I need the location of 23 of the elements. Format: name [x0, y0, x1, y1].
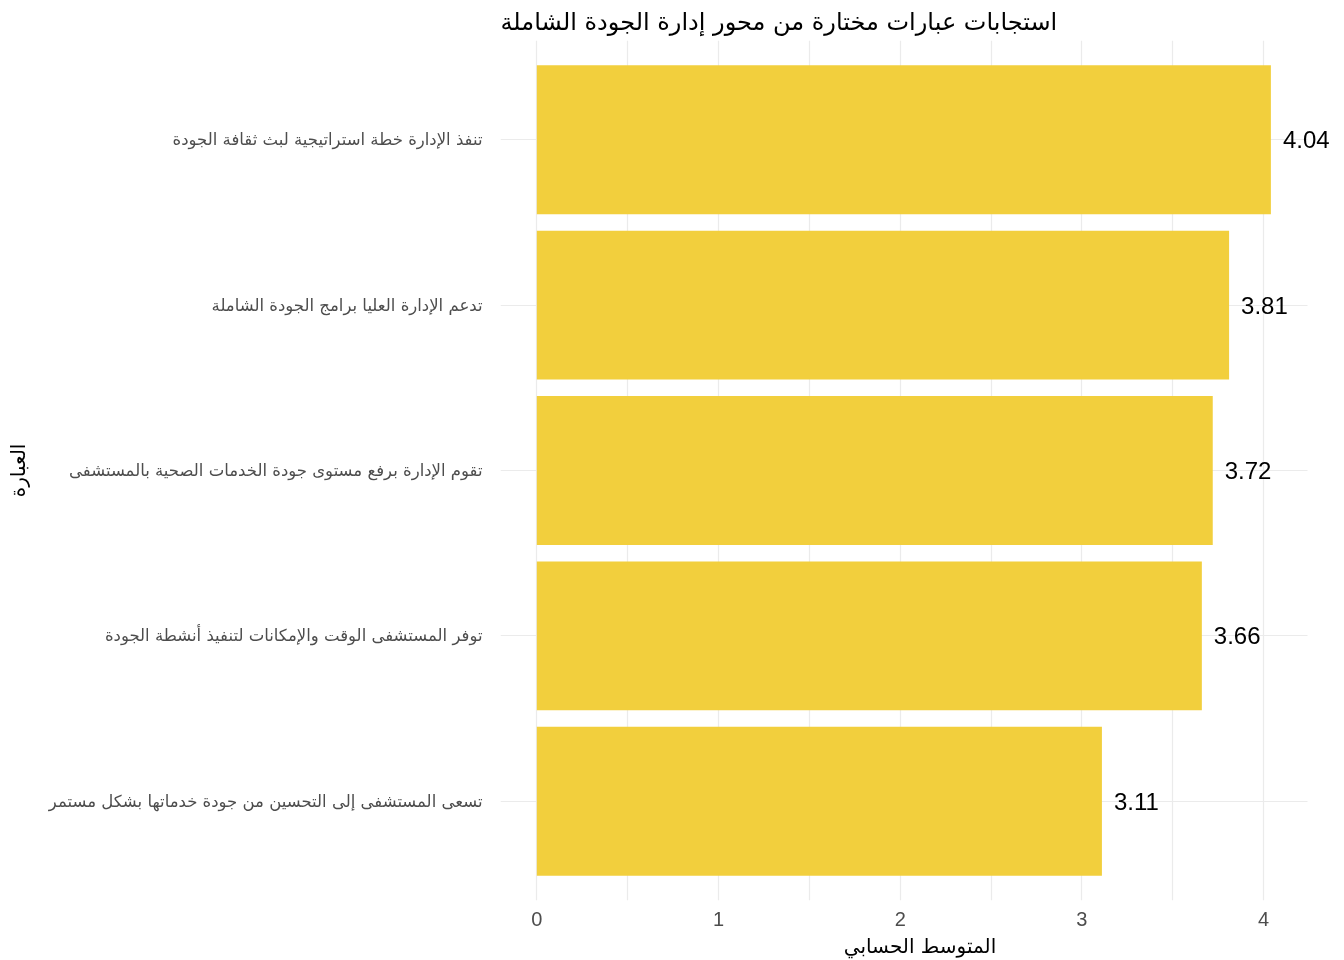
data-label: 3.11 — [1113, 787, 1159, 815]
y-tick-label: تقوم الإدارة برفع مستوى جودة الخدمات الصحية بالمستشفى — [69, 461, 483, 481]
x-tick-label: 4 — [1258, 907, 1270, 930]
x-tick-label: 3 — [1076, 907, 1088, 930]
bar — [536, 396, 1213, 545]
chart-title: استجابات عبارات مختارة من محور إدارة الجودة الشاملة — [500, 7, 1058, 37]
y-axis-title: العبارة — [5, 443, 30, 498]
x-tick-label: 1 — [712, 907, 725, 930]
y-tick-label: توفر المستشفى الوقت والإمكانات لتنفيذ أنشطة الجودة — [104, 624, 483, 647]
bar — [536, 726, 1102, 876]
bar — [536, 230, 1230, 380]
data-label: 3.66 — [1213, 622, 1261, 650]
bar — [536, 65, 1271, 215]
x-tick-label: 0 — [531, 907, 543, 930]
x-axis-title: المتوسط الحسابي — [843, 933, 997, 959]
x-tick-label: 2 — [894, 907, 906, 930]
data-label: 3.72 — [1224, 457, 1272, 484]
y-tick-label: تدعم الإدارة العليا برامج الجودة الشاملة — [211, 295, 483, 316]
bar — [536, 561, 1202, 711]
y-tick-label: تسعى المستشفى إلى التحسين من جودة خدماتها بشكل مستمر — [47, 791, 483, 812]
data-label: 3.81 — [1241, 291, 1288, 319]
y-tick-label: تنفذ الإدارة خطة استراتيجية لبث ثقافة الجودة — [172, 130, 483, 151]
data-label: 4.04 — [1282, 126, 1330, 154]
